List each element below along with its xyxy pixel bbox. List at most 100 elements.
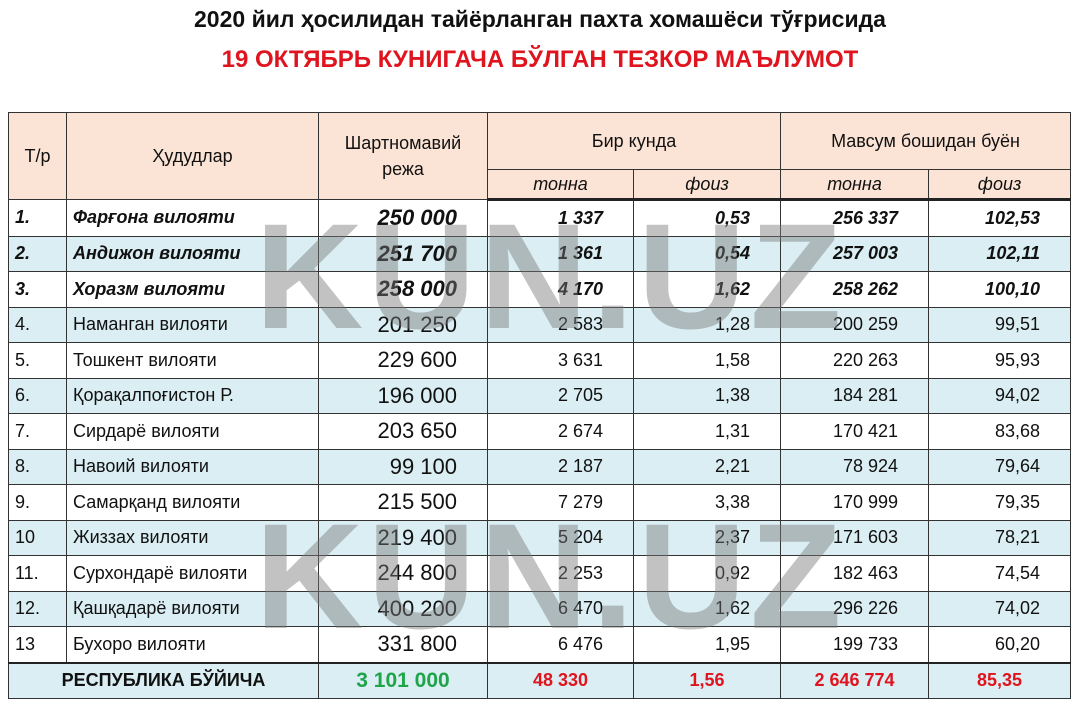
table-cell: 331 800 (318, 626, 488, 663)
table-cell: 1,31 (632, 413, 782, 450)
table-cell: 1,62 (632, 271, 782, 308)
table-cell: 0,53 (632, 199, 782, 237)
region-cell: Қорақалпоғистон Р. (66, 377, 319, 414)
region-cell: Тошкент вилояти (66, 342, 319, 379)
table-cell: 1. (8, 199, 67, 237)
subcolumn-header: тонна (780, 169, 930, 201)
table-row: 1. Фарғона вилояти 250 000 1 337 0,53 256 337… (8, 199, 1072, 237)
table-cell: 215 500 (318, 484, 488, 521)
table-cell: 1 361 (487, 235, 634, 272)
table-row: 7. Сирдарё вилояти 203 650 2 674 1,31 170 421… (8, 413, 1072, 450)
table-cell: 2,21 (632, 448, 782, 485)
region-cell: Сирдарё вилояти (66, 413, 319, 450)
table-cell: 6 476 (487, 626, 634, 663)
table-row: 10 Жиззах вилояти 219 400 5 204 2,37 171 603 7… (8, 519, 1072, 556)
region-cell: Жиззах вилояти (66, 519, 319, 556)
table-row: 11. Сурхондарё вилояти 244 800 2 253 0,92 182… (8, 555, 1072, 592)
table-cell: 1 337 (487, 199, 634, 237)
table-cell: 12. (8, 590, 67, 627)
table-cell: 5. (8, 342, 67, 379)
table-row: 13 Бухоро вилояти 331 800 6 476 1,95 199 733 6… (8, 626, 1072, 663)
table-cell: 5 204 (487, 519, 634, 556)
table-cell: 7. (8, 413, 67, 450)
table-cell: 8. (8, 448, 67, 485)
table-cell: 0,54 (632, 235, 782, 272)
table-cell: 13 (8, 626, 67, 663)
table-row: 5. Тошкент вилояти 229 600 3 631 1,58 220 263… (8, 342, 1072, 379)
table-cell: 6. (8, 377, 67, 414)
table-cell: 170 421 (780, 413, 930, 450)
region-cell: Фарғона вилояти (66, 199, 319, 237)
table-cell: 79,35 (928, 484, 1072, 521)
total-row: РЕСПУБЛИКА БЎЙИЧА 3 101 000 48 330 1,56 … (8, 661, 1072, 699)
data-table: Т/р Ҳудудлар Шартномавий режа Бир кунда … (8, 112, 1072, 699)
total-cell: 3 101 000 (318, 661, 488, 699)
region-cell: Андижон вилояти (66, 235, 319, 272)
table-cell: 170 999 (780, 484, 930, 521)
region-cell: Хоразм вилояти (66, 271, 319, 308)
table-cell: 1,95 (632, 626, 782, 663)
table-cell: 94,02 (928, 377, 1072, 414)
table-row: 2. Андижон вилояти 251 700 1 361 0,54 257 003… (8, 235, 1072, 272)
table-row: 9. Самарқанд вилояти 215 500 7 279 3,38 170 9… (8, 484, 1072, 521)
table-body: 1. Фарғона вилояти 250 000 1 337 0,53 256 337… (8, 199, 1072, 663)
column-header-text: Шартномавий режа (344, 133, 462, 179)
table-cell: 7 279 (487, 484, 634, 521)
column-header: Т/р (8, 112, 67, 200)
table-row: 3. Хоразм вилояти 258 000 4 170 1,62 258 262 1… (8, 271, 1072, 308)
column-header: Шартномавий режа (318, 112, 488, 200)
table-cell: 2 253 (487, 555, 634, 592)
table-cell: 1,58 (632, 342, 782, 379)
table-cell: 102,11 (928, 235, 1072, 272)
subcolumn-header: тонна (487, 169, 634, 201)
table-cell: 79,64 (928, 448, 1072, 485)
table-cell: 220 263 (780, 342, 930, 379)
region-cell: Самарқанд вилояти (66, 484, 319, 521)
table-cell: 2. (8, 235, 67, 272)
table-row: 12. Қашқадарё вилояти 400 200 6 470 1,62 296 … (8, 590, 1072, 627)
column-header: Бир кунда (486, 112, 782, 170)
table-cell: 400 200 (318, 590, 488, 627)
subcolumn-header: фоиз (632, 169, 782, 201)
table-cell: 10 (8, 519, 67, 556)
table-row: 6. Қорақалпоғистон Р. 196 000 2 705 1,38 184 … (8, 377, 1072, 414)
table-cell: 99,51 (928, 306, 1072, 343)
table-cell: 3,38 (632, 484, 782, 521)
table-cell: 257 003 (780, 235, 930, 272)
title: 2020 йил ҳосилидан тайёрланган пахта хом… (194, 6, 886, 32)
table-cell: 244 800 (318, 555, 488, 592)
table-cell: 171 603 (780, 519, 930, 556)
total-label: РЕСПУБЛИКА БЎЙИЧА (8, 661, 319, 699)
total-cell: 2 646 774 (780, 661, 930, 699)
table-cell: 74,54 (928, 555, 1072, 592)
table-cell: 1,62 (632, 590, 782, 627)
table-cell: 60,20 (928, 626, 1072, 663)
table-cell: 9. (8, 484, 67, 521)
table-cell: 196 000 (318, 377, 488, 414)
table-cell: 100,10 (928, 271, 1072, 308)
table-cell: 11. (8, 555, 67, 592)
table-cell: 4 170 (487, 271, 634, 308)
table-cell: 219 400 (318, 519, 488, 556)
table-cell: 229 600 (318, 342, 488, 379)
region-cell: Наманган вилояти (66, 306, 319, 343)
table-cell: 6 470 (487, 590, 634, 627)
table-cell: 184 281 (780, 377, 930, 414)
table-cell: 250 000 (318, 199, 488, 237)
table-cell: 1,28 (632, 306, 782, 343)
table-cell: 199 733 (780, 626, 930, 663)
table-cell: 3. (8, 271, 67, 308)
column-header: Мавсум бошидан буён (780, 112, 1072, 170)
table-row: 8. Навоий вилояти 99 100 2 187 2,21 78 924 79,… (8, 448, 1072, 485)
region-cell: Сурхондарё вилояти (66, 555, 319, 592)
total-cell: 1,56 (632, 661, 782, 699)
table-cell: 0,92 (632, 555, 782, 592)
table-cell: 74,02 (928, 590, 1072, 627)
table-cell: 1,38 (632, 377, 782, 414)
table-cell: 99 100 (318, 448, 488, 485)
region-cell: Бухоро вилояти (66, 626, 319, 663)
table-cell: 95,93 (928, 342, 1072, 379)
table-cell: 78,21 (928, 519, 1072, 556)
region-cell: Қашқадарё вилояти (66, 590, 319, 627)
